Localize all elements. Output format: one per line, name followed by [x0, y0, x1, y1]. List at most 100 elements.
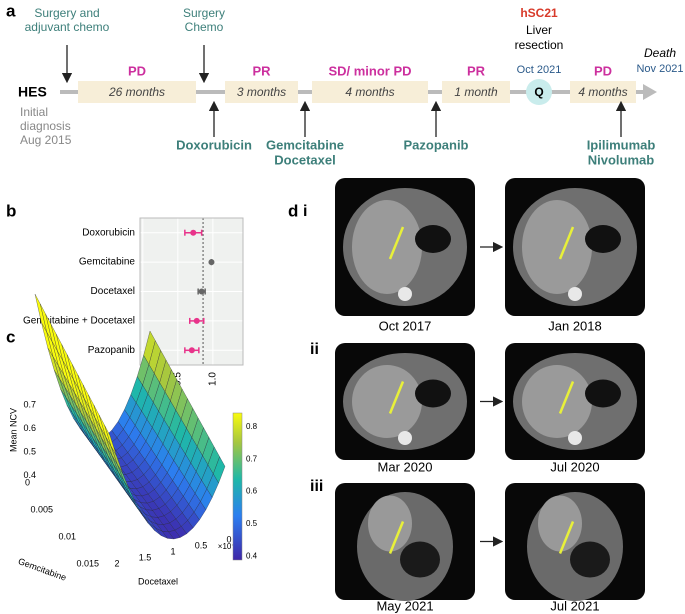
colorbar-tick-label: 0.8	[246, 422, 258, 431]
event-above: Surgery and	[34, 6, 99, 20]
phase-duration: 1 month	[454, 85, 498, 99]
x-tick-label: 0.01	[58, 531, 76, 541]
z-tick-label: 0.4	[23, 470, 36, 480]
exponent-label: ×10⁻³	[218, 542, 239, 551]
ct-organ	[352, 365, 422, 438]
point	[190, 229, 197, 236]
ct-gas	[415, 225, 451, 253]
event-below: Ipilimumab	[587, 137, 656, 152]
z-tick-label: 0.7	[23, 399, 36, 409]
panel-label: b	[6, 201, 16, 220]
x-tick-label: 0.005	[30, 504, 53, 514]
start-note: diagnosis	[20, 119, 71, 133]
end-date: Nov 2021	[636, 63, 683, 75]
scan-date: May 2021	[376, 598, 433, 613]
scan-roman: iii	[310, 478, 323, 495]
tumour-marker	[558, 226, 575, 260]
x-tick-label: 0.5	[172, 372, 183, 386]
resection-text: resection	[515, 38, 564, 52]
event-below: Pazopanib	[403, 137, 468, 152]
surface-mesh	[34, 293, 226, 540]
end-label: Death	[644, 46, 676, 60]
point	[188, 347, 195, 354]
start-label: HES	[18, 84, 47, 100]
ct-spine	[398, 431, 412, 445]
point	[198, 288, 205, 295]
plot-frame	[139, 217, 244, 366]
category-label: Gemcitabine	[79, 257, 136, 268]
category-label: Doxorubicin	[82, 227, 135, 238]
ct-spine	[568, 287, 582, 301]
panel-label: d	[288, 201, 298, 220]
point	[193, 317, 200, 324]
ct-organ	[522, 200, 592, 294]
resection-text: Liver	[526, 23, 552, 37]
category-label: Docetaxel	[91, 286, 135, 297]
event-below: Doxorubicin	[176, 137, 252, 152]
scan-roman: i	[303, 203, 307, 220]
category-label: Pazopanib	[88, 345, 136, 356]
event-below: Nivolumab	[588, 152, 655, 167]
event-below: Docetaxel	[274, 152, 335, 167]
phase-status: SD/ minor PD	[328, 63, 411, 78]
colorbar-tick-label: 0.7	[246, 454, 258, 463]
ct-organ	[538, 495, 582, 552]
y-tick-label: 1.5	[139, 552, 152, 562]
ct-organ	[522, 365, 592, 438]
scan-date: Oct 2017	[379, 318, 432, 333]
scan-roman: ii	[310, 341, 319, 358]
start-note: Initial	[20, 105, 48, 119]
ct-gas	[415, 379, 451, 408]
x-tick-label: 0	[25, 477, 30, 487]
z-tick-label: 0.5	[23, 446, 36, 456]
z-tick-label: 0.6	[23, 423, 36, 433]
tumour-marker	[388, 381, 405, 414]
y-tick-label: 2	[114, 558, 119, 568]
resection-marker	[526, 79, 552, 105]
event-above: Chemo	[185, 20, 224, 34]
scan-date: Jan 2018	[548, 318, 602, 333]
colorbar	[232, 412, 243, 561]
phase-box	[312, 81, 428, 103]
ct-gas	[585, 379, 621, 408]
y-tick-label: 0	[226, 534, 231, 544]
tumour-marker	[558, 381, 575, 414]
ct-spine	[398, 287, 412, 301]
ct-organ	[368, 495, 412, 552]
ct-spine	[568, 431, 582, 445]
phase-duration: 4 months	[345, 85, 394, 99]
y-tick-label: 1	[170, 546, 175, 556]
phase-duration: 4 months	[578, 85, 627, 99]
start-note: Aug 2015	[20, 133, 72, 147]
phase-status: PR	[467, 63, 486, 78]
timeline-arrowhead	[643, 84, 657, 100]
phase-box	[78, 81, 196, 103]
phase-duration: 26 months	[108, 85, 165, 99]
scan-date: Jul 2021	[550, 598, 599, 613]
colorbar-tick-label: 0.5	[246, 519, 258, 528]
event-above: Surgery	[183, 6, 225, 20]
ct-organ	[352, 200, 422, 294]
resection-marker-label: Q	[534, 85, 543, 99]
scan-date: Jul 2020	[550, 459, 599, 474]
phase-status: PD	[594, 63, 612, 78]
phase-box	[570, 81, 636, 103]
ct-gas	[570, 541, 610, 578]
x-axis-label: Gemcitabine	[17, 556, 68, 583]
ct-gas	[585, 225, 621, 253]
phase-box	[225, 81, 298, 103]
tumour-marker	[558, 521, 575, 554]
sample-name: hSC21	[520, 6, 558, 20]
tumour-marker	[388, 521, 405, 554]
x-tick-label: 1.0	[208, 372, 219, 386]
surface-cell	[104, 425, 117, 456]
tumour-marker	[388, 226, 405, 260]
point	[208, 259, 215, 266]
ct-gas	[400, 541, 440, 578]
colorbar-tick-label: 0.4	[246, 551, 258, 560]
phase-box	[442, 81, 510, 103]
phase-status: PD	[128, 63, 146, 78]
scan-date: Mar 2020	[378, 459, 433, 474]
panel-label: a	[6, 1, 16, 20]
